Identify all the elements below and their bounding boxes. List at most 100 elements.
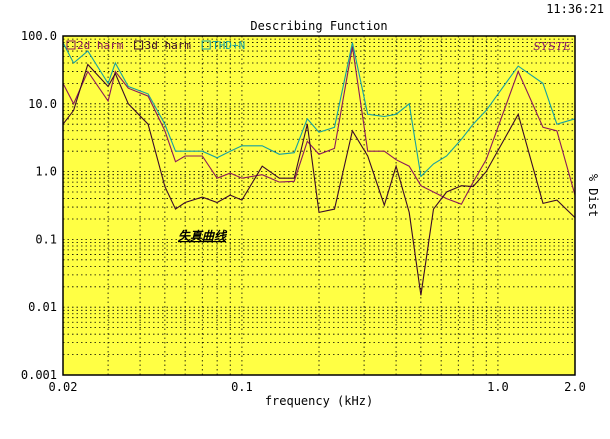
data-point-thd-n <box>72 62 74 64</box>
data-point-3d-harm <box>432 208 434 210</box>
data-point-3d-harm <box>216 201 218 203</box>
data-point-thd-n <box>318 131 320 133</box>
data-point-2d-harm <box>164 130 166 132</box>
data-point-3d-harm <box>420 294 422 296</box>
data-point-3d-harm <box>367 155 369 157</box>
data-point-3d-harm <box>395 165 397 167</box>
data-point-thd-n <box>517 65 519 67</box>
y-tick-label: 10.0 <box>28 97 57 111</box>
data-point-thd-n <box>107 82 109 84</box>
x-tick-label: 1.0 <box>487 380 509 394</box>
chart-title: Describing Function <box>250 19 387 33</box>
data-point-3d-harm <box>517 113 519 115</box>
chart-annotation: 失真曲线 <box>178 229 228 243</box>
legend-swatch-thd-n <box>201 40 211 50</box>
data-point-2d-harm <box>174 160 176 162</box>
data-point-thd-n <box>395 113 397 115</box>
data-point-2d-harm <box>472 181 474 183</box>
data-point-2d-harm <box>216 177 218 179</box>
y-tick-label: 0.01 <box>28 300 57 314</box>
x-tick-labels: 0.02 0.1 1.0 2.0 <box>49 380 586 394</box>
data-point-2d-harm <box>107 100 109 102</box>
x-tick-label: 0.1 <box>231 380 253 394</box>
data-point-thd-n <box>485 109 487 111</box>
data-point-2d-harm <box>383 150 385 152</box>
data-point-2d-harm <box>261 174 263 176</box>
plot-frame <box>62 35 576 376</box>
data-point-3d-harm <box>261 165 263 167</box>
data-point-3d-harm <box>278 177 280 179</box>
data-point-thd-n <box>293 152 295 154</box>
series-2d-harm <box>62 46 576 205</box>
data-point-thd-n <box>383 115 385 117</box>
series-line-thd-n <box>62 42 576 178</box>
data-point-2d-harm <box>184 155 186 157</box>
data-point-3d-harm <box>542 202 544 204</box>
legend: 2d harm 3d harm THD+N <box>66 39 245 52</box>
plot-area[interactable] <box>63 36 575 375</box>
data-point-3d-harm <box>147 123 149 125</box>
data-point-thd-n <box>278 153 280 155</box>
data-point-3d-harm <box>485 170 487 172</box>
data-point-3d-harm <box>87 63 89 65</box>
data-point-3d-harm <box>318 211 320 213</box>
data-point-2d-harm <box>367 150 369 152</box>
data-point-thd-n <box>408 103 410 105</box>
data-point-thd-n <box>460 138 462 140</box>
x-tick-label: 2.0 <box>564 380 586 394</box>
y-axis-title: % Dist <box>586 174 600 217</box>
data-point-3d-harm <box>445 191 447 193</box>
data-point-2d-harm <box>460 203 462 205</box>
data-point-3d-harm <box>383 204 385 206</box>
data-point-3d-harm <box>460 184 462 186</box>
data-point-2d-harm <box>517 70 519 72</box>
legend-label-2d-harm: 2d harm <box>77 39 124 52</box>
data-point-3d-harm <box>184 201 186 203</box>
data-point-3d-harm <box>114 72 116 74</box>
data-point-thd-n <box>216 157 218 159</box>
series-line-3d-harm <box>62 63 576 296</box>
data-point-3d-harm <box>556 199 558 201</box>
series-layer <box>62 41 576 296</box>
data-point-thd-n <box>164 123 166 125</box>
data-point-2d-harm <box>278 181 280 183</box>
data-point-thd-n <box>542 82 544 84</box>
series-thd-n <box>62 41 576 178</box>
data-point-3d-harm <box>351 130 353 132</box>
series-3d-harm <box>62 63 576 296</box>
data-point-thd-n <box>229 150 231 152</box>
data-point-3d-harm <box>174 208 176 210</box>
data-point-2d-harm <box>542 126 544 128</box>
data-point-thd-n <box>114 62 116 64</box>
clock-readout: 11:36:21 <box>546 2 604 16</box>
legend-label-thd-n: THD+N <box>212 39 245 52</box>
data-point-3d-harm <box>164 185 166 187</box>
data-point-2d-harm <box>72 103 74 105</box>
data-point-2d-harm <box>293 180 295 182</box>
x-axis-title: frequency (kHz) <box>265 394 373 408</box>
data-point-2d-harm <box>485 158 487 160</box>
series-line-2d-harm <box>62 46 576 205</box>
data-point-2d-harm <box>229 172 231 174</box>
data-point-thd-n <box>147 93 149 95</box>
data-point-2d-harm <box>201 155 203 157</box>
data-point-thd-n <box>333 126 335 128</box>
data-point-3d-harm <box>333 208 335 210</box>
data-point-3d-harm <box>472 185 474 187</box>
data-point-2d-harm <box>445 197 447 199</box>
legend-swatch-2d-harm <box>66 40 76 50</box>
legend-label-3d-harm: 3d harm <box>145 39 192 52</box>
data-point-2d-harm <box>432 191 434 193</box>
data-point-3d-harm <box>241 199 243 201</box>
data-point-2d-harm <box>556 130 558 132</box>
data-point-thd-n <box>241 145 243 147</box>
data-point-thd-n <box>261 145 263 147</box>
data-point-thd-n <box>445 155 447 157</box>
data-point-thd-n <box>351 41 353 43</box>
x-tick-label: 0.02 <box>49 380 78 394</box>
data-point-thd-n <box>367 113 369 115</box>
data-point-thd-n <box>174 150 176 152</box>
data-point-thd-n <box>432 163 434 165</box>
y-tick-label: 1.0 <box>35 165 57 179</box>
